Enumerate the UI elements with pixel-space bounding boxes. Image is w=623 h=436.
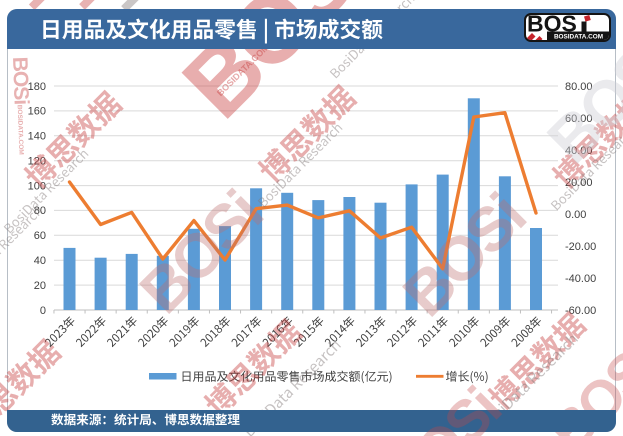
svg-text:BOSi: BOSi [390, 182, 537, 329]
svg-text:-40.00: -40.00 [565, 273, 596, 285]
svg-text:60.00: 60.00 [565, 113, 593, 125]
svg-text:-60.00: -60.00 [565, 305, 596, 317]
svg-text:20: 20 [34, 280, 46, 292]
svg-text:BOSIDATA.COM: BOSIDATA.COM [554, 33, 603, 40]
svg-text:100: 100 [28, 180, 46, 192]
svg-text:BOSIDATA.COM: BOSIDATA.COM [16, 105, 25, 155]
svg-text:120: 120 [28, 156, 46, 168]
svg-text:0: 0 [40, 305, 46, 317]
svg-text:BOSi: BOSi [8, 56, 33, 104]
svg-text:160: 160 [28, 106, 46, 118]
svg-text:180: 180 [28, 81, 46, 93]
svg-text:140: 140 [28, 131, 46, 143]
svg-text:-20.00: -20.00 [565, 241, 596, 253]
svg-text:40.00: 40.00 [565, 145, 593, 157]
svg-text:BOSi: BOSi [127, 179, 274, 326]
svg-text:80: 80 [34, 205, 46, 217]
svg-text:BOS: BOS [527, 15, 577, 37]
svg-text:0.00: 0.00 [565, 209, 586, 221]
svg-text:20.00: 20.00 [565, 177, 593, 189]
svg-text:40: 40 [34, 255, 46, 267]
svg-text:80.00: 80.00 [565, 81, 593, 93]
svg-text:60: 60 [34, 230, 46, 242]
